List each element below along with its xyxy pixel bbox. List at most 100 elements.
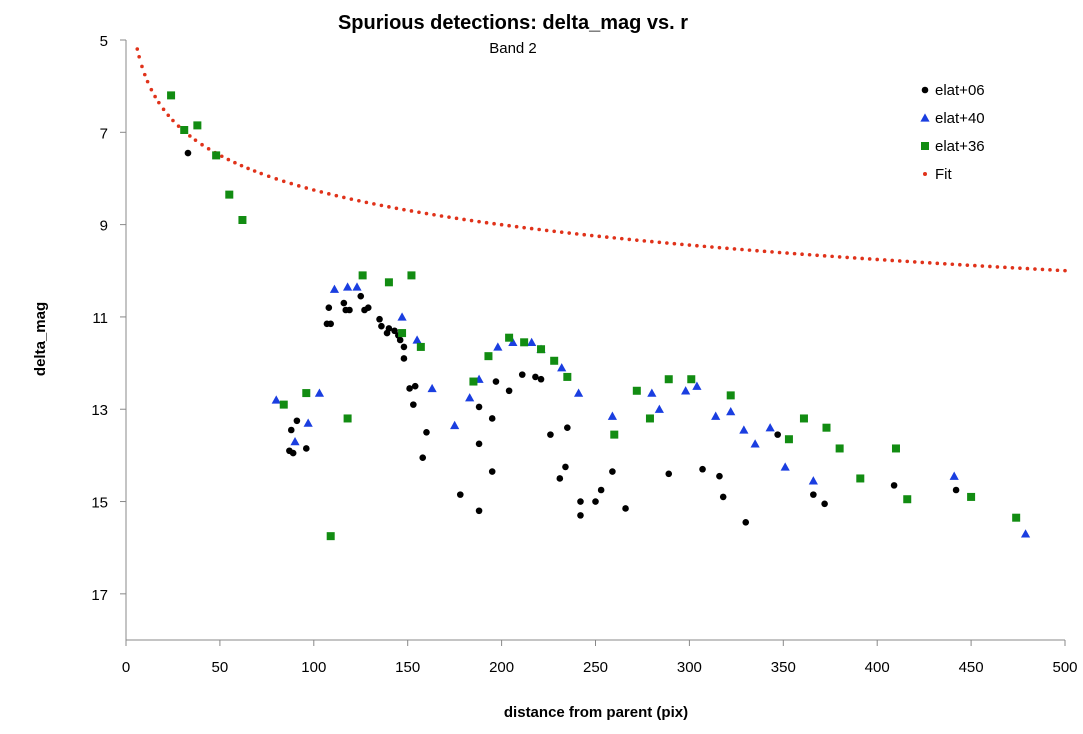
- fit-dot: [785, 251, 789, 255]
- fit-dot: [188, 134, 192, 138]
- fit-dot: [958, 262, 962, 267]
- fit-dot: [642, 239, 647, 243]
- legend-label: elat+06: [935, 82, 985, 99]
- fit-dot: [206, 147, 211, 151]
- data-point-elat-40: [711, 411, 721, 420]
- data-point-elat-06: [302, 445, 310, 452]
- data-point-elat-40: [412, 335, 422, 344]
- fit-dot: [559, 230, 564, 234]
- fit-dot: [920, 260, 925, 265]
- fit-dot: [740, 247, 744, 252]
- data-point-elat-36: [358, 271, 367, 280]
- data-point-elat-40: [726, 406, 736, 416]
- data-point-elat-06: [396, 336, 404, 344]
- data-point-elat-06: [327, 320, 335, 328]
- x-tick-label: 0: [122, 659, 130, 676]
- fit-dot: [1063, 268, 1067, 273]
- data-point-elat-36: [167, 91, 176, 100]
- data-point-elat-06: [406, 385, 413, 392]
- data-point-elat-36: [520, 338, 529, 347]
- data-point-elat-36: [856, 474, 865, 483]
- fit-dot: [1048, 268, 1052, 272]
- fit-dot: [171, 118, 175, 123]
- data-point-elat-06: [184, 149, 192, 157]
- data-point-elat-36: [632, 386, 641, 395]
- data-point-elat-40: [427, 383, 437, 393]
- data-point-elat-40: [343, 282, 353, 291]
- data-point-elat-06: [475, 440, 483, 448]
- fit-dot: [589, 233, 594, 238]
- fit-dot: [800, 252, 804, 256]
- fit-dot: [710, 245, 714, 249]
- data-point-elat-06: [391, 327, 398, 335]
- fit-dot: [289, 181, 294, 186]
- fit-dot: [582, 232, 587, 237]
- fit-dot: [266, 174, 271, 179]
- fit-dot: [296, 184, 301, 188]
- fit-dot: [612, 236, 617, 240]
- data-point-elat-06: [719, 493, 727, 501]
- x-tick-label: 100: [301, 659, 326, 676]
- fit-dot: [507, 223, 511, 228]
- fit-dot: [239, 163, 244, 168]
- fit-dot: [492, 221, 496, 226]
- data-point-elat-06: [411, 382, 419, 390]
- fit-dot: [672, 241, 677, 246]
- data-point-elat-40: [607, 411, 618, 420]
- data-point-elat-06: [592, 498, 599, 505]
- data-point-elat-40: [647, 388, 657, 397]
- fit-dot: [219, 154, 224, 159]
- data-point-elat-06: [952, 486, 960, 494]
- fit-dot: [725, 246, 729, 251]
- fit-dot: [830, 254, 834, 259]
- fit-dot: [319, 190, 324, 194]
- data-point-elat-06: [547, 431, 554, 438]
- fit-dot: [357, 198, 361, 203]
- data-point-elat-40: [290, 436, 300, 446]
- data-point-elat-06: [293, 417, 301, 425]
- chart-subtitle: Band 2: [489, 40, 537, 57]
- legend-marker: [921, 86, 929, 94]
- fit-dot: [137, 54, 141, 59]
- data-point-elat-36: [726, 391, 735, 400]
- chart-title: Spurious detections: delta_mag vs. r: [338, 12, 688, 34]
- data-point-elat-06: [622, 505, 629, 512]
- data-point-elat-36: [484, 352, 493, 361]
- data-point-elat-06: [488, 468, 496, 475]
- fit-dot: [860, 256, 864, 261]
- data-point-elat-06: [742, 519, 750, 526]
- data-point-elat-36: [687, 375, 696, 384]
- data-point-elat-36: [505, 333, 514, 342]
- data-point-elat-40: [314, 388, 325, 397]
- data-point-elat-40: [271, 395, 281, 404]
- data-point-elat-06: [376, 315, 383, 323]
- fit-dot: [149, 87, 154, 92]
- fit-dot: [153, 94, 157, 99]
- fit-dot: [1033, 267, 1037, 271]
- data-point-elat-06: [532, 373, 539, 381]
- y-tick-label: 9: [100, 218, 108, 235]
- y-tick-label: 15: [91, 495, 108, 512]
- fit-dot: [200, 142, 204, 147]
- fit-dot: [387, 205, 391, 209]
- fit-dot: [702, 244, 707, 249]
- data-point-elat-36: [891, 444, 900, 453]
- fit-dot: [193, 138, 198, 142]
- fit-dot: [852, 256, 857, 260]
- fit-dot: [943, 261, 947, 266]
- data-point-elat-06: [325, 304, 333, 311]
- fit-dot: [342, 195, 346, 200]
- fit-dot: [747, 248, 752, 252]
- fit-dot: [161, 107, 166, 112]
- data-point-elat-06: [556, 475, 564, 482]
- x-tick-label: 50: [212, 659, 229, 676]
- fit-dot: [619, 236, 624, 241]
- legend-label: elat+36: [935, 138, 985, 155]
- data-point-elat-06: [357, 292, 365, 300]
- fit-dot: [529, 226, 534, 231]
- series-elat-40: [271, 282, 1031, 538]
- data-point-elat-36: [799, 414, 808, 423]
- data-point-elat-36: [664, 375, 673, 384]
- data-point-elat-36: [1012, 513, 1021, 522]
- data-point-elat-06: [346, 306, 353, 314]
